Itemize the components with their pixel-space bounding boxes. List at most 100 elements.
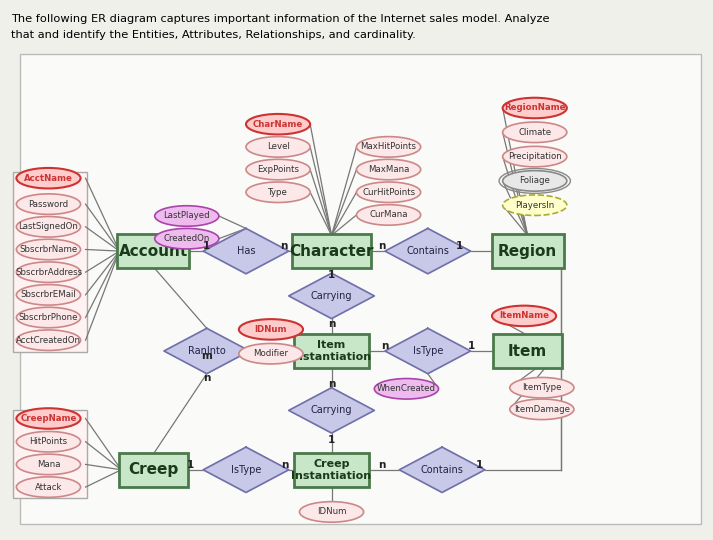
Text: AcctCreatedOn: AcctCreatedOn bbox=[16, 336, 81, 345]
Polygon shape bbox=[399, 447, 485, 492]
FancyBboxPatch shape bbox=[294, 453, 369, 487]
Text: SbscrbrPhone: SbscrbrPhone bbox=[19, 313, 78, 322]
Ellipse shape bbox=[356, 182, 421, 202]
Ellipse shape bbox=[246, 182, 310, 202]
Text: n: n bbox=[328, 319, 335, 329]
FancyBboxPatch shape bbox=[492, 234, 563, 268]
Text: HitPoints: HitPoints bbox=[29, 437, 68, 446]
Text: Attack: Attack bbox=[35, 483, 62, 491]
Ellipse shape bbox=[356, 137, 421, 157]
Ellipse shape bbox=[510, 399, 574, 420]
Ellipse shape bbox=[16, 431, 81, 452]
FancyBboxPatch shape bbox=[20, 54, 701, 524]
Text: LastPlayed: LastPlayed bbox=[163, 212, 210, 220]
Ellipse shape bbox=[356, 159, 421, 180]
Ellipse shape bbox=[16, 307, 81, 328]
Text: n: n bbox=[379, 241, 386, 251]
Text: RegionName: RegionName bbox=[504, 104, 565, 112]
Text: CurHitPoints: CurHitPoints bbox=[362, 188, 415, 197]
Ellipse shape bbox=[239, 343, 303, 364]
Ellipse shape bbox=[16, 194, 81, 214]
Ellipse shape bbox=[246, 159, 310, 180]
Text: IDNum: IDNum bbox=[317, 508, 347, 516]
Polygon shape bbox=[385, 228, 471, 274]
Polygon shape bbox=[203, 228, 289, 274]
Text: SbscrbrAddress: SbscrbrAddress bbox=[15, 268, 82, 276]
FancyBboxPatch shape bbox=[13, 410, 87, 498]
Text: 1: 1 bbox=[203, 241, 210, 251]
Polygon shape bbox=[289, 273, 374, 319]
Text: CharName: CharName bbox=[253, 120, 303, 129]
Text: n: n bbox=[379, 461, 386, 470]
Ellipse shape bbox=[374, 379, 438, 399]
Text: m: m bbox=[201, 352, 212, 361]
Text: ItemDamage: ItemDamage bbox=[514, 405, 570, 414]
Text: CurMana: CurMana bbox=[369, 211, 408, 219]
Text: Region: Region bbox=[498, 244, 558, 259]
Ellipse shape bbox=[16, 239, 81, 260]
Polygon shape bbox=[203, 447, 289, 492]
FancyBboxPatch shape bbox=[13, 172, 87, 352]
Text: Carrying: Carrying bbox=[311, 406, 352, 415]
Text: CreatedOn: CreatedOn bbox=[163, 234, 210, 243]
Text: 1: 1 bbox=[328, 271, 335, 280]
Text: MaxMana: MaxMana bbox=[368, 165, 409, 174]
FancyBboxPatch shape bbox=[119, 453, 188, 487]
FancyBboxPatch shape bbox=[493, 334, 562, 368]
Text: 1: 1 bbox=[468, 341, 475, 351]
Text: AcctName: AcctName bbox=[24, 174, 73, 183]
Ellipse shape bbox=[16, 408, 81, 429]
FancyBboxPatch shape bbox=[117, 234, 189, 268]
Text: SbscrbrName: SbscrbrName bbox=[19, 245, 78, 254]
Text: 1: 1 bbox=[187, 461, 194, 470]
Text: The following ER diagram captures important information of the Internet sales mo: The following ER diagram captures import… bbox=[11, 14, 549, 24]
Text: LastSignedOn: LastSignedOn bbox=[19, 222, 78, 231]
Text: Level: Level bbox=[267, 143, 289, 151]
Ellipse shape bbox=[16, 262, 81, 282]
Ellipse shape bbox=[510, 377, 574, 398]
Ellipse shape bbox=[16, 454, 81, 475]
Text: Climate: Climate bbox=[518, 128, 551, 137]
FancyBboxPatch shape bbox=[292, 234, 371, 268]
Text: ItemName: ItemName bbox=[499, 312, 549, 320]
Text: 1: 1 bbox=[456, 241, 463, 251]
Ellipse shape bbox=[503, 146, 567, 167]
Ellipse shape bbox=[503, 98, 567, 118]
Ellipse shape bbox=[492, 306, 556, 326]
Polygon shape bbox=[164, 328, 250, 374]
Ellipse shape bbox=[16, 330, 81, 350]
Text: n: n bbox=[203, 373, 210, 383]
FancyBboxPatch shape bbox=[294, 334, 369, 368]
Text: Item
Instantiation: Item Instantiation bbox=[292, 340, 371, 362]
Text: Character: Character bbox=[289, 244, 374, 259]
Text: n: n bbox=[381, 341, 389, 351]
Ellipse shape bbox=[16, 285, 81, 305]
Text: n: n bbox=[328, 380, 335, 389]
Ellipse shape bbox=[16, 477, 81, 497]
Text: IsType: IsType bbox=[413, 346, 443, 356]
Text: Foliage: Foliage bbox=[519, 177, 550, 185]
Text: Contains: Contains bbox=[421, 465, 463, 475]
Text: Type: Type bbox=[268, 188, 288, 197]
Ellipse shape bbox=[503, 171, 567, 191]
Text: Precipitation: Precipitation bbox=[508, 152, 562, 161]
Ellipse shape bbox=[16, 217, 81, 237]
Text: ItemType: ItemType bbox=[522, 383, 562, 392]
Text: Account: Account bbox=[118, 244, 188, 259]
Text: IsType: IsType bbox=[231, 465, 261, 475]
Text: 1: 1 bbox=[328, 435, 335, 444]
Text: ExpPoints: ExpPoints bbox=[257, 165, 299, 174]
Text: RanInto: RanInto bbox=[188, 346, 225, 356]
Ellipse shape bbox=[239, 319, 303, 340]
Text: Mana: Mana bbox=[37, 460, 60, 469]
Text: Password: Password bbox=[29, 200, 68, 208]
Text: n: n bbox=[282, 461, 289, 470]
Text: Contains: Contains bbox=[406, 246, 449, 256]
Ellipse shape bbox=[16, 168, 81, 188]
Text: MaxHitPoints: MaxHitPoints bbox=[361, 143, 416, 151]
Polygon shape bbox=[289, 388, 374, 433]
Ellipse shape bbox=[155, 206, 219, 226]
Ellipse shape bbox=[503, 122, 567, 143]
Text: n: n bbox=[280, 241, 287, 251]
Text: Item: Item bbox=[508, 343, 548, 359]
